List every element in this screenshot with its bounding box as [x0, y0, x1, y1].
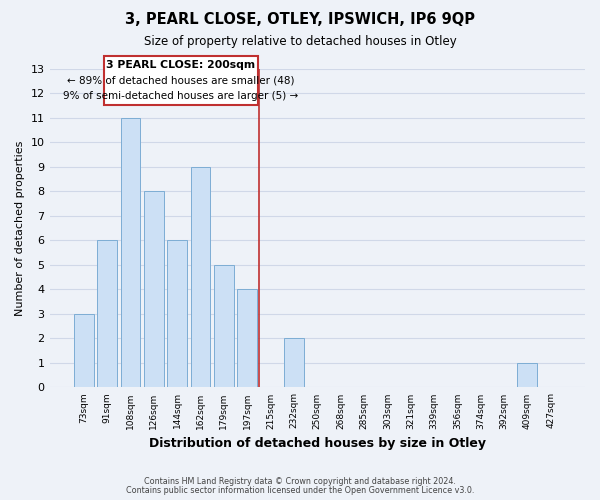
Y-axis label: Number of detached properties: Number of detached properties	[15, 140, 25, 316]
Bar	[214, 265, 234, 388]
Text: 3 PEARL CLOSE: 200sqm: 3 PEARL CLOSE: 200sqm	[106, 60, 255, 70]
Bar	[121, 118, 140, 388]
Bar	[191, 167, 211, 388]
Text: ← 89% of detached houses are smaller (48): ← 89% of detached houses are smaller (48…	[67, 75, 295, 85]
Bar	[238, 290, 257, 388]
Bar	[517, 363, 538, 388]
Text: Contains public sector information licensed under the Open Government Licence v3: Contains public sector information licen…	[126, 486, 474, 495]
Bar	[74, 314, 94, 388]
Text: 3, PEARL CLOSE, OTLEY, IPSWICH, IP6 9QP: 3, PEARL CLOSE, OTLEY, IPSWICH, IP6 9QP	[125, 12, 475, 28]
Bar	[144, 192, 164, 388]
Bar	[284, 338, 304, 388]
Bar	[167, 240, 187, 388]
Text: Size of property relative to detached houses in Otley: Size of property relative to detached ho…	[143, 35, 457, 48]
Text: 9% of semi-detached houses are larger (5) →: 9% of semi-detached houses are larger (5…	[63, 91, 298, 101]
Bar	[97, 240, 117, 388]
X-axis label: Distribution of detached houses by size in Otley: Distribution of detached houses by size …	[149, 437, 486, 450]
Text: Contains HM Land Registry data © Crown copyright and database right 2024.: Contains HM Land Registry data © Crown c…	[144, 477, 456, 486]
FancyBboxPatch shape	[104, 56, 258, 104]
